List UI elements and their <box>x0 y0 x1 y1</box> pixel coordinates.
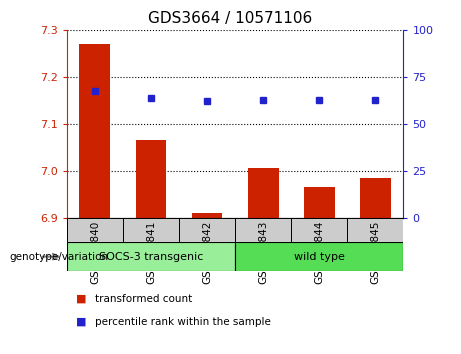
Text: percentile rank within the sample: percentile rank within the sample <box>95 317 271 327</box>
Bar <box>123 218 179 269</box>
Bar <box>136 140 166 218</box>
Text: wild type: wild type <box>294 252 345 262</box>
Text: GSM426842: GSM426842 <box>202 220 212 284</box>
Bar <box>179 218 235 269</box>
Text: GDS3664 / 10571106: GDS3664 / 10571106 <box>148 11 313 25</box>
Text: ■: ■ <box>76 294 87 304</box>
Text: ■: ■ <box>76 317 87 327</box>
Text: transformed count: transformed count <box>95 294 192 304</box>
Text: GSM426845: GSM426845 <box>370 220 380 284</box>
Bar <box>291 218 347 269</box>
Text: GSM426841: GSM426841 <box>146 220 156 284</box>
Bar <box>79 44 110 218</box>
Bar <box>67 218 123 269</box>
Text: genotype/variation: genotype/variation <box>9 252 108 262</box>
Text: GSM426843: GSM426843 <box>258 220 268 284</box>
Bar <box>248 169 278 218</box>
Bar <box>67 242 235 271</box>
Text: GSM426844: GSM426844 <box>314 220 324 284</box>
Bar <box>304 187 335 218</box>
Bar <box>347 218 403 269</box>
Bar <box>360 178 391 218</box>
Text: SOCS-3 transgenic: SOCS-3 transgenic <box>99 252 203 262</box>
Bar <box>235 242 403 271</box>
Bar <box>235 218 291 269</box>
Text: GSM426840: GSM426840 <box>90 220 100 284</box>
Bar <box>192 213 223 218</box>
